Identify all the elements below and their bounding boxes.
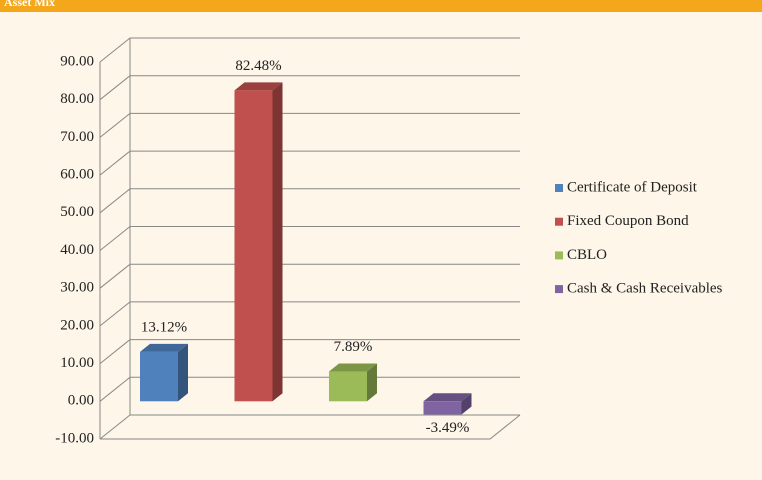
grid-line <box>99 150 520 176</box>
y-tick-label: 70.00 <box>60 129 94 145</box>
bar-side <box>178 343 188 402</box>
legend-swatch <box>555 217 563 226</box>
bar-side <box>461 393 472 415</box>
bar-side <box>367 363 377 402</box>
data-label: 13.12% <box>141 319 187 335</box>
grid-line <box>99 301 520 327</box>
y-tick-label: 90.00 <box>60 53 94 69</box>
y-tick-label: 40.00 <box>60 242 94 258</box>
y-tick-label: 0.00 <box>68 393 94 409</box>
legend-swatch <box>555 251 563 260</box>
bar <box>423 401 462 415</box>
chart-title: Asset Mix <box>4 0 55 9</box>
bar-top <box>234 82 283 91</box>
data-label: -3.49% <box>426 420 470 436</box>
y-tick-label: 20.00 <box>60 317 94 333</box>
grid-line <box>99 414 520 440</box>
bar-top <box>140 343 188 352</box>
grid-line <box>99 112 520 138</box>
grid-line <box>99 188 520 214</box>
y-tick-label: 60.00 <box>60 167 94 183</box>
legend-label: CBLO <box>567 247 607 263</box>
data-label: 82.48% <box>235 58 281 74</box>
floor-edge <box>100 414 521 440</box>
bar <box>234 90 273 402</box>
y-tick-label: -10.00 <box>55 430 94 446</box>
grid-line <box>99 37 520 63</box>
legend-label: Fixed Coupon Bond <box>567 213 689 229</box>
header-bar <box>0 0 762 12</box>
legend-label: Certificate of Deposit <box>567 179 698 195</box>
grid-line <box>99 376 520 402</box>
data-label: 7.89% <box>334 339 373 355</box>
legend-label: Cash & Cash Receivables <box>567 281 723 297</box>
bar <box>329 371 367 402</box>
grid-line <box>99 263 520 289</box>
y-tick-label: 80.00 <box>60 91 94 107</box>
bar-top <box>329 363 377 372</box>
legend-swatch <box>555 285 563 294</box>
y-tick-label: 10.00 <box>60 355 94 371</box>
grid-line <box>99 75 520 101</box>
bar <box>140 351 178 402</box>
grid-line <box>99 226 520 251</box>
bar-top <box>423 393 472 402</box>
y-tick-label: 50.00 <box>60 204 94 220</box>
y-tick-label: 30.00 <box>60 280 94 296</box>
grid-line <box>99 339 520 364</box>
bar-side <box>272 82 283 402</box>
legend-swatch <box>555 184 563 192</box>
